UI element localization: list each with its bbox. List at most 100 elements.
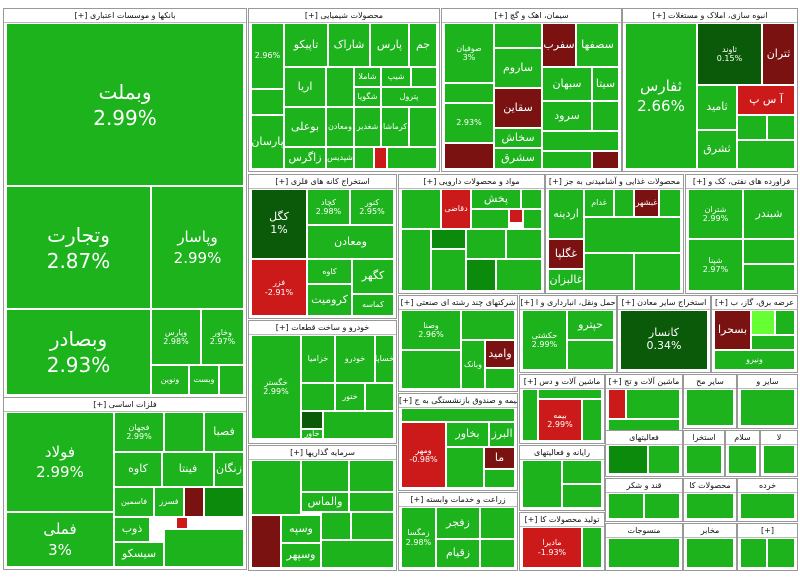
- tile[interactable]: [431, 229, 466, 249]
- sector-other-1[interactable]: سایر مح: [683, 374, 737, 429]
- sector-other-2[interactable]: سایر و: [737, 374, 798, 429]
- tile[interactable]: [351, 512, 394, 540]
- tile[interactable]: [644, 493, 680, 519]
- tile[interactable]: [251, 515, 281, 568]
- tile[interactable]: زنگان: [214, 452, 244, 487]
- tile[interactable]: [634, 253, 681, 291]
- tile[interactable]: [522, 460, 562, 508]
- tile[interactable]: [251, 89, 284, 115]
- sector-title[interactable]: سایر مح: [684, 375, 736, 389]
- tile[interactable]: ثامید: [697, 85, 737, 130]
- tile[interactable]: [582, 399, 602, 441]
- tile[interactable]: فزر -2.91%: [251, 259, 307, 316]
- tile[interactable]: [164, 412, 204, 452]
- sector-title[interactable]: استخرا: [684, 431, 724, 445]
- sector-other-5[interactable]: لا: [760, 430, 798, 477]
- tile[interactable]: [446, 447, 484, 488]
- tile[interactable]: [737, 115, 767, 140]
- sector-title[interactable]: [+] مواد و محصولات دارویی: [399, 175, 544, 189]
- sector-holding[interactable]: [+] سرمایه گذاریها والماس وسپه وسپهر: [248, 445, 397, 571]
- tile[interactable]: آ س پ: [737, 85, 795, 115]
- tile[interactable]: ومعادن: [326, 107, 354, 147]
- tile[interactable]: [219, 365, 244, 395]
- tile[interactable]: [323, 411, 394, 439]
- sector-banks[interactable]: [+] بانکها و موسسات اعتباری وبملت 2.99% …: [3, 8, 247, 398]
- tile[interactable]: خودرو: [335, 335, 375, 383]
- tile[interactable]: [740, 538, 767, 568]
- tile[interactable]: ماديرا -1.93%: [522, 527, 582, 568]
- tile[interactable]: پارسان: [251, 115, 284, 169]
- tile[interactable]: بوعلی: [284, 107, 326, 147]
- tile[interactable]: [321, 540, 394, 568]
- tile[interactable]: غبشهر: [634, 189, 659, 217]
- sector-title[interactable]: [+] سیمان، اهک و گچ: [442, 9, 621, 23]
- sector-title[interactable]: [+] ماشین آلات و دس: [520, 375, 604, 389]
- tile[interactable]: وسپه: [281, 515, 321, 543]
- tile[interactable]: [767, 538, 795, 568]
- tile[interactable]: زاگرس: [284, 147, 326, 169]
- sector-multi[interactable]: [+] شرکتهای چند رشته ای صنعتی وصنا 2.96% …: [398, 295, 518, 392]
- sector-auto[interactable]: [+] خودرو و ساخت قطعات خگستر 2.99% خزامیا…: [248, 320, 397, 444]
- tile[interactable]: شبندر: [743, 189, 795, 239]
- tile[interactable]: وبست: [189, 365, 219, 395]
- tile[interactable]: [301, 383, 335, 411]
- tile[interactable]: اریا: [284, 67, 326, 107]
- tile[interactable]: وبانک: [461, 340, 485, 389]
- sector-title[interactable]: [+] استخراج کانه های فلزی: [249, 175, 396, 189]
- tile[interactable]: کاوه: [114, 452, 162, 487]
- tile[interactable]: [686, 538, 734, 568]
- tile[interactable]: ومعادن: [307, 225, 394, 259]
- tile[interactable]: [401, 189, 441, 229]
- tile[interactable]: [751, 335, 795, 350]
- sector-retail[interactable]: خرده: [737, 478, 798, 522]
- tile[interactable]: پترول: [381, 87, 437, 107]
- tile[interactable]: [523, 209, 542, 229]
- tile[interactable]: [740, 389, 795, 426]
- sector-title[interactable]: [+] شرکتهای چند رشته ای صنعتی: [399, 296, 517, 310]
- tile[interactable]: فصبا: [204, 412, 244, 452]
- tile[interactable]: والماس: [301, 492, 349, 512]
- sector-title[interactable]: [+] بیمه و صندوق بازنشستگی به ج: [399, 394, 517, 408]
- tile[interactable]: کنور 2.95%: [350, 189, 394, 225]
- tile[interactable]: [686, 493, 734, 519]
- sector-other-3[interactable]: استخرا: [683, 430, 725, 477]
- sector-title[interactable]: رایانه و فعالیتهای: [520, 446, 604, 460]
- tile[interactable]: کماسه: [352, 294, 394, 316]
- sector-paper[interactable]: [+] تولید محصولات کا ماديرا -1.93%: [519, 512, 605, 571]
- tile[interactable]: [496, 259, 542, 291]
- tile[interactable]: [374, 147, 387, 169]
- tile[interactable]: [471, 209, 509, 229]
- tile[interactable]: فینتا: [162, 452, 214, 487]
- tile[interactable]: شغدیر: [354, 107, 381, 147]
- tile[interactable]: کانسار 0.34%: [620, 310, 708, 370]
- tile[interactable]: [522, 389, 538, 441]
- tile[interactable]: غگلپا: [548, 239, 584, 269]
- tile[interactable]: غدام: [584, 189, 614, 217]
- tile[interactable]: شاراک: [328, 23, 370, 67]
- tile[interactable]: [614, 189, 634, 217]
- tile[interactable]: [411, 67, 437, 87]
- sector-title[interactable]: [+] ماشین آلات و تج: [606, 375, 682, 389]
- sector-telecom[interactable]: مخابر: [683, 523, 737, 571]
- tile[interactable]: حپترو: [567, 310, 614, 340]
- tile[interactable]: [608, 493, 644, 519]
- tile[interactable]: کاوه: [307, 259, 352, 284]
- tile[interactable]: خزامیا: [301, 335, 335, 383]
- tile[interactable]: بسحرا: [714, 310, 751, 350]
- tile[interactable]: وامید: [485, 340, 515, 368]
- tile[interactable]: [466, 259, 496, 291]
- tile[interactable]: [775, 310, 795, 335]
- sector-other-7[interactable]: [+]: [737, 523, 798, 571]
- sector-title[interactable]: [+] انبوه سازی، املاک و مستغلات: [623, 9, 797, 23]
- tile[interactable]: فجهان 2.99%: [114, 412, 164, 452]
- tile[interactable]: وبصادر 2.93%: [6, 309, 151, 395]
- tile[interactable]: ونوین: [151, 365, 189, 395]
- tile[interactable]: شپنا 2.97%: [688, 239, 743, 291]
- sector-title[interactable]: فعالیتهای: [606, 431, 682, 445]
- tile[interactable]: [562, 484, 602, 508]
- tile[interactable]: [401, 229, 431, 291]
- tile[interactable]: [485, 368, 515, 389]
- tile[interactable]: [584, 217, 681, 253]
- tile[interactable]: ثفارس 2.66%: [625, 23, 697, 169]
- tile[interactable]: [484, 469, 515, 488]
